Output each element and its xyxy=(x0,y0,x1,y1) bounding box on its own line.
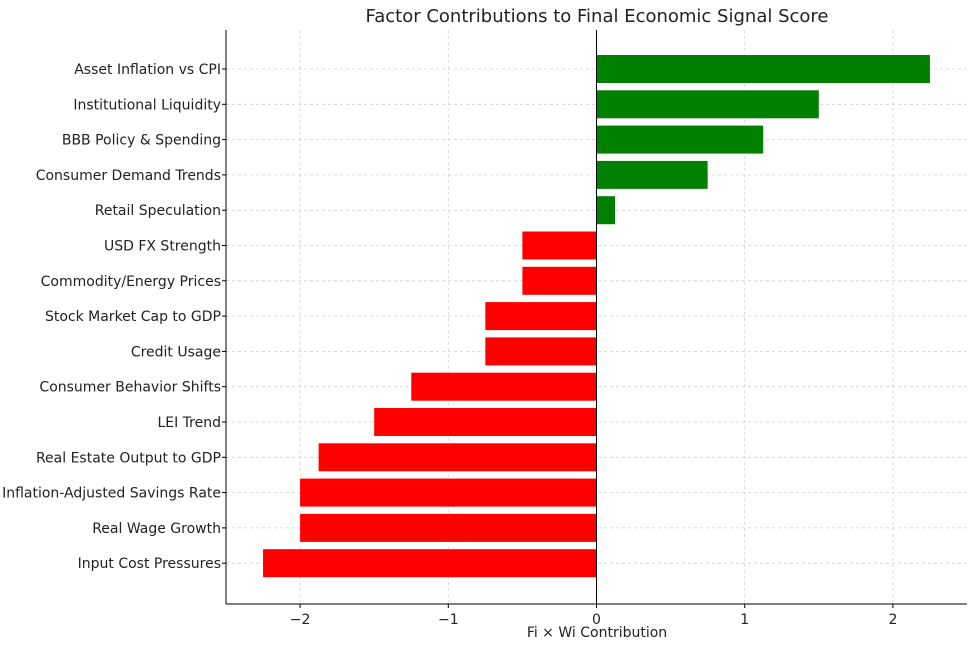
y-tick-label: Asset Inflation vs CPI xyxy=(74,62,221,78)
bar xyxy=(300,478,597,507)
bar xyxy=(485,337,597,366)
x-tick-label: 1 xyxy=(740,612,749,628)
y-tick-label: Credit Usage xyxy=(131,344,221,360)
bar xyxy=(522,231,597,260)
x-tick-label: 0 xyxy=(592,612,601,628)
bar xyxy=(263,549,597,578)
bar xyxy=(596,55,930,83)
y-tick-label: Retail Speculation xyxy=(95,203,221,219)
y-tick-label: USD FX Strength xyxy=(104,239,221,255)
y-tick-label: Stock Market Cap to GDP xyxy=(45,309,221,325)
chart-title: Factor Contributions to Final Economic S… xyxy=(366,6,829,27)
x-tick-label: −1 xyxy=(438,612,459,628)
bar xyxy=(411,372,597,401)
bar xyxy=(596,125,764,154)
bar xyxy=(485,302,597,331)
bar xyxy=(596,90,819,119)
x-axis-label: Fi × Wi Contribution xyxy=(527,625,667,641)
bar xyxy=(318,443,597,472)
x-tick-labels: −2 −1 0 1 2 xyxy=(290,612,898,628)
axis-layer xyxy=(222,30,967,608)
bar xyxy=(522,266,597,295)
y-tick-label: LEI Trend xyxy=(157,415,221,431)
bar xyxy=(596,196,616,225)
y-tick-label: Inflation-Adjusted Savings Rate xyxy=(2,486,221,502)
x-tick-label: 2 xyxy=(888,612,897,628)
bar xyxy=(300,513,597,542)
y-tick-label: Consumer Behavior Shifts xyxy=(39,380,221,396)
y-tick-label: Real Wage Growth xyxy=(92,521,221,537)
y-tick-labels: Asset Inflation vs CPI Institutional Liqu… xyxy=(2,62,221,572)
y-tick-label: BBB Policy & Spending xyxy=(62,133,221,149)
y-tick-label: Institutional Liquidity xyxy=(73,97,221,113)
bar xyxy=(596,160,708,189)
y-tick-label: Input Cost Pressures xyxy=(78,556,221,572)
bar xyxy=(374,408,597,436)
y-tick-label: Real Estate Output to GDP xyxy=(36,450,221,466)
x-tick-label: −2 xyxy=(290,612,311,628)
y-tick-label: Commodity/Energy Prices xyxy=(41,274,221,290)
bar-layer xyxy=(263,55,930,578)
y-tick-label: Consumer Demand Trends xyxy=(36,168,221,184)
